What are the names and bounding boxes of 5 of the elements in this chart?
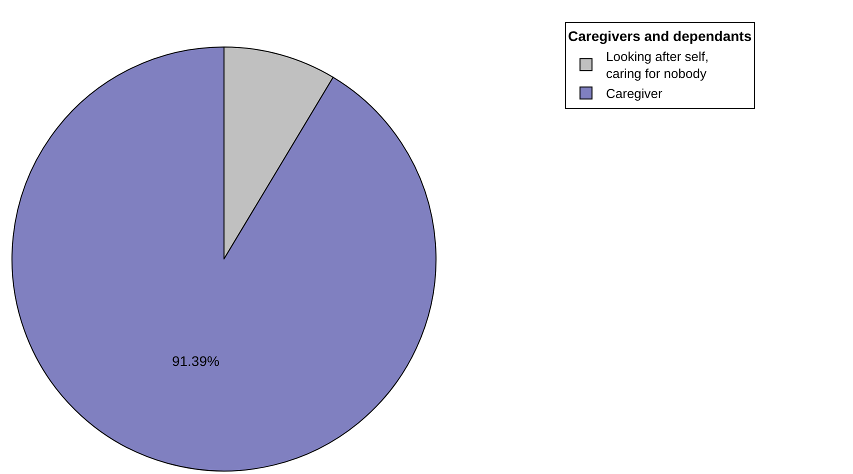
- data-label: 91.39%: [172, 353, 220, 370]
- legend-label: Looking after self, caring for nobody: [606, 49, 709, 82]
- legend-label: Caregiver: [606, 86, 664, 102]
- legend-title: Caregivers and dependants: [568, 28, 752, 44]
- pie-slice: [12, 46, 436, 472]
